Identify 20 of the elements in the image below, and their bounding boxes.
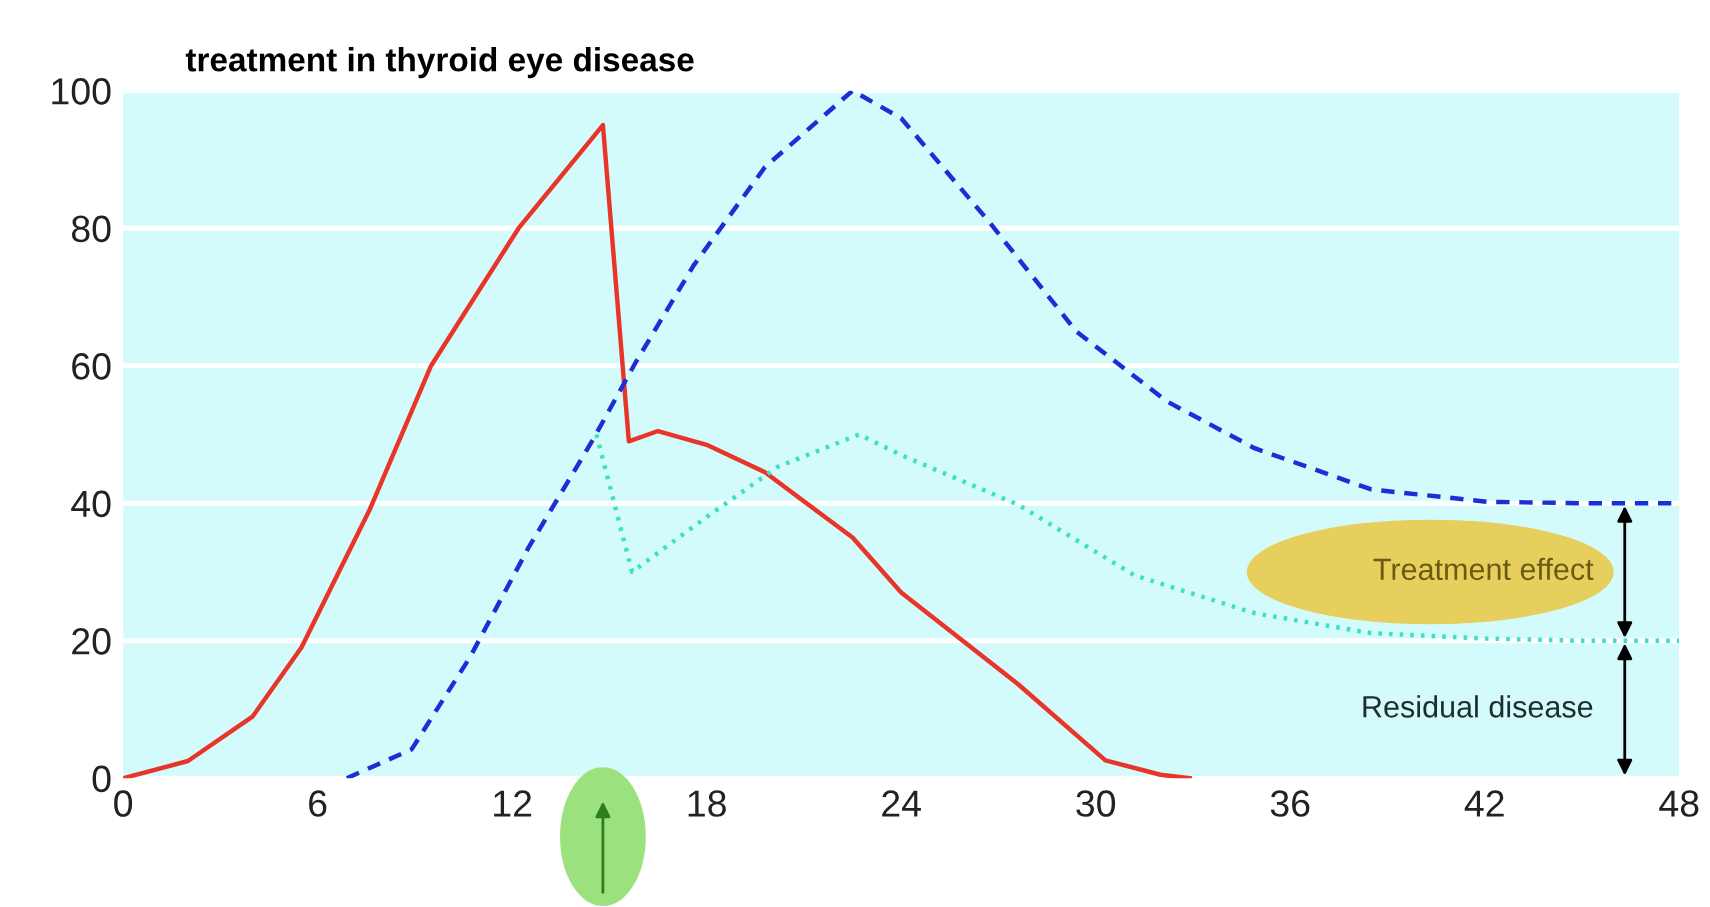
- x-tick-label: 30: [1076, 790, 1116, 817]
- x-tick-label: 6: [309, 790, 327, 817]
- y-tick-label: 0: [92, 765, 111, 793]
- x-tick-label: 18: [688, 790, 726, 817]
- chart-title: treatment in thyroid eye disease: [185, 47, 694, 79]
- x-tick-label: 48: [1659, 790, 1699, 817]
- x-tick-label: 0: [114, 790, 133, 817]
- x-tick-label: 36: [1270, 790, 1310, 817]
- y-tick-label: 80: [71, 215, 111, 243]
- line-series: [594, 432, 1680, 643]
- y-tick-label: 20: [72, 628, 111, 655]
- annotation: Residual disease: [1363, 695, 1593, 718]
- x-tick-label: 24: [882, 790, 921, 817]
- x-tick-label: 42: [1464, 790, 1504, 817]
- y-tick-label: 60: [72, 353, 111, 380]
- y-tick-label: 100: [52, 78, 111, 105]
- annotation: Treatment effect: [1373, 557, 1594, 581]
- y-tick-label: 40: [71, 490, 111, 518]
- line-series: [123, 122, 1192, 779]
- x-tick-label: 12: [494, 790, 532, 817]
